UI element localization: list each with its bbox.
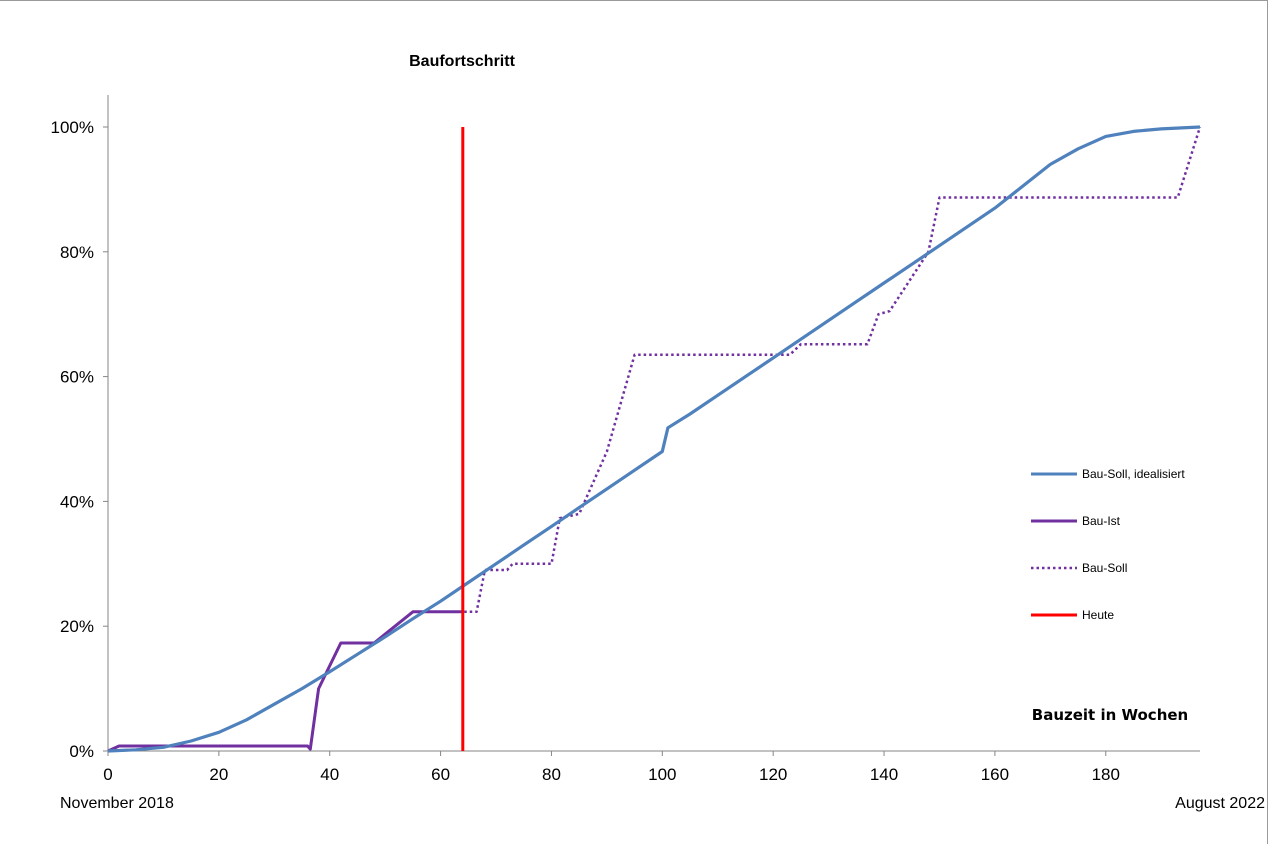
chart-title: Baufortschritt [409,53,515,70]
x-tick-label: 140 [870,765,898,784]
x-tick-label: 40 [320,765,339,784]
series-0-line [108,127,1200,751]
x-tick-label: 20 [209,765,228,784]
start-date-label: November 2018 [60,795,174,812]
x-tick-label: 60 [431,765,450,784]
y-tick-label: 40% [60,492,94,511]
x-axis-title: Bauzeit in Wochen [1032,706,1188,724]
x-tick-label: 180 [1092,765,1120,784]
legend: Bau-Soll, idealisiert Bau-Ist Bau-Soll Heut… [1031,467,1185,622]
series-2-line [108,127,1200,751]
legend-label: Bau-Ist [1082,514,1121,528]
y-tick-label: 20% [60,617,94,636]
x-tick-label: 100 [648,765,676,784]
y-tick-label: 100% [51,118,94,137]
legend-label: Bau-Soll [1082,561,1127,575]
x-tick-label: 160 [981,765,1009,784]
y-tick-label: 0% [69,742,94,761]
legend-label: Bau-Soll, idealisiert [1082,467,1185,481]
x-tick-label: 0 [103,765,112,784]
x-tick-label: 80 [542,765,561,784]
series-1-line [108,612,463,751]
x-tick-label: 120 [759,765,787,784]
y-tick-label: 60% [60,368,94,387]
series-layer [108,127,1200,751]
y-tick-label: 80% [60,243,94,262]
legend-label: Heute [1082,608,1114,622]
end-date-label: August 2022 [1175,795,1265,812]
